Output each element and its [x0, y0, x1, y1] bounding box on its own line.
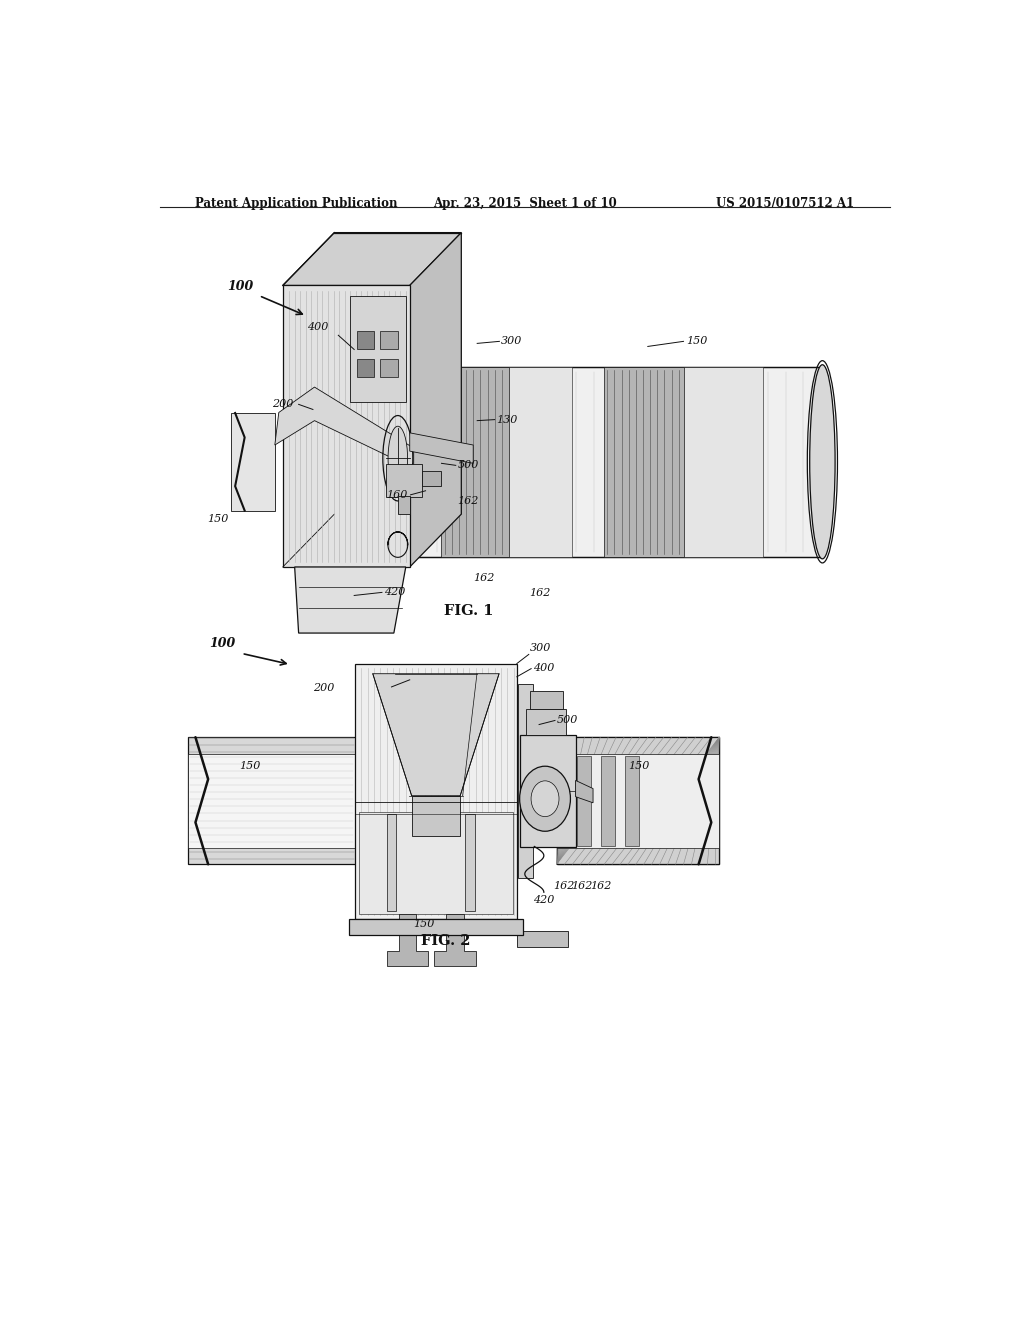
Text: 162: 162 [458, 496, 478, 506]
Text: 400: 400 [532, 663, 554, 673]
Bar [355, 664, 517, 919]
Bar [412, 796, 460, 837]
Text: 500: 500 [458, 461, 478, 470]
Bar [348, 919, 523, 935]
Text: 160: 160 [386, 490, 408, 500]
Bar [684, 367, 763, 557]
Polygon shape [410, 232, 461, 568]
Bar [356, 331, 374, 350]
Bar [422, 471, 441, 486]
Text: 162: 162 [553, 882, 574, 891]
Bar [601, 755, 615, 846]
Bar [509, 367, 572, 557]
Bar [356, 359, 374, 378]
Bar [350, 296, 406, 403]
Polygon shape [295, 568, 406, 634]
Bar [520, 735, 575, 846]
Text: 200: 200 [313, 682, 334, 693]
Bar [518, 684, 532, 878]
Polygon shape [274, 387, 414, 469]
Ellipse shape [810, 364, 836, 558]
Polygon shape [387, 913, 428, 966]
Text: 420: 420 [384, 587, 404, 598]
Polygon shape [394, 367, 822, 557]
Text: 400: 400 [306, 322, 328, 333]
Bar [625, 755, 639, 846]
Bar [557, 738, 719, 865]
Bar [187, 754, 355, 847]
Polygon shape [575, 780, 593, 803]
Text: US 2015/0107512 A1: US 2015/0107512 A1 [716, 197, 854, 210]
Text: 100: 100 [227, 280, 253, 293]
Text: 150: 150 [686, 337, 708, 346]
Text: FIG. 1: FIG. 1 [444, 603, 494, 618]
Ellipse shape [384, 367, 403, 557]
Text: 162: 162 [571, 882, 593, 891]
Text: FIG. 2: FIG. 2 [421, 935, 470, 948]
Polygon shape [373, 673, 499, 796]
Text: 100: 100 [210, 638, 236, 651]
Text: 162: 162 [528, 589, 550, 598]
Text: 300: 300 [530, 643, 552, 653]
Bar [526, 709, 566, 735]
Bar [465, 814, 475, 911]
Bar [387, 814, 396, 911]
Bar [187, 738, 355, 865]
Text: 150: 150 [628, 762, 649, 771]
Bar [359, 812, 513, 913]
Text: 150: 150 [208, 515, 228, 524]
Text: 162: 162 [473, 573, 495, 583]
Circle shape [531, 781, 559, 817]
Text: 130: 130 [497, 414, 517, 425]
Bar [604, 367, 684, 557]
Bar [231, 413, 274, 511]
Text: Patent Application Publication: Patent Application Publication [196, 197, 398, 210]
Circle shape [519, 766, 570, 832]
Bar [578, 755, 592, 846]
Bar [517, 931, 568, 948]
Bar [380, 331, 397, 350]
Bar [557, 754, 719, 847]
Text: 500: 500 [557, 715, 578, 726]
Bar [397, 496, 410, 515]
Bar [529, 690, 563, 709]
Ellipse shape [388, 426, 408, 490]
Polygon shape [410, 433, 473, 463]
Text: 150: 150 [240, 762, 260, 771]
Bar [380, 359, 397, 378]
Polygon shape [283, 232, 461, 285]
Text: 200: 200 [271, 400, 293, 409]
Text: 150: 150 [414, 919, 435, 929]
Bar [441, 367, 509, 557]
Text: 300: 300 [501, 337, 522, 346]
Bar [283, 285, 410, 568]
Bar [386, 465, 422, 496]
Text: Apr. 23, 2015  Sheet 1 of 10: Apr. 23, 2015 Sheet 1 of 10 [433, 197, 616, 210]
Text: 420: 420 [532, 895, 554, 906]
Polygon shape [434, 913, 475, 966]
Text: 162: 162 [590, 882, 611, 891]
Bar [557, 738, 719, 865]
